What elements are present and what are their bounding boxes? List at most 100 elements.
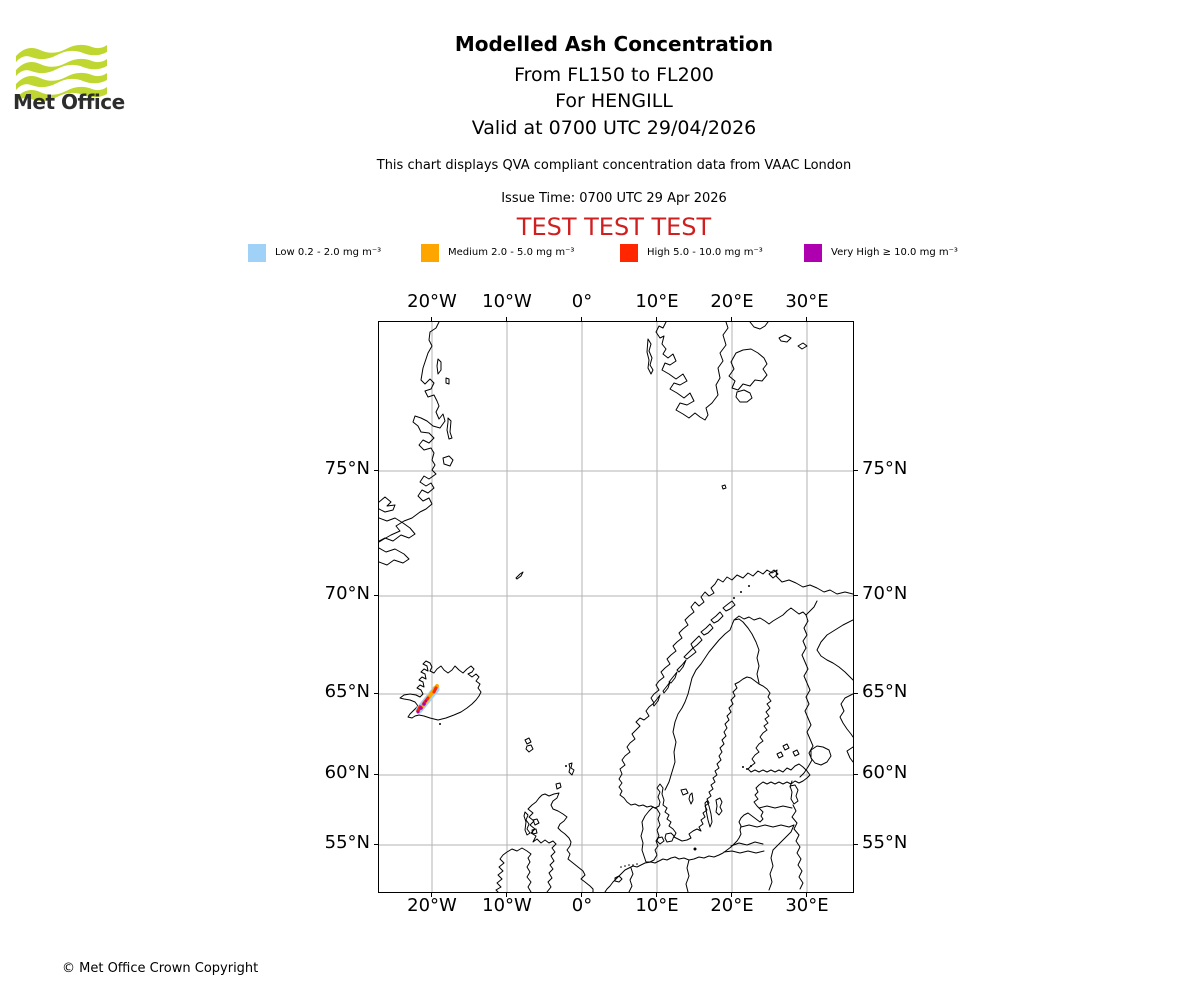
coast-shetland bbox=[568, 762, 575, 776]
coast-great-britain bbox=[527, 792, 594, 892]
legend-label-very-high: Very High ≥ 10.0 mg m⁻³ bbox=[831, 247, 958, 258]
lon-tick-mark-bottom bbox=[731, 893, 732, 897]
coast-white-sea bbox=[839, 693, 853, 738]
met-office-logo bbox=[16, 44, 107, 102]
coast-iceland bbox=[399, 660, 482, 721]
lat-tick-mark-left bbox=[374, 844, 378, 845]
lake-onega bbox=[846, 746, 853, 763]
lon-tick-label-top: 30°E bbox=[785, 291, 829, 312]
coast-skye bbox=[532, 818, 540, 826]
border-lithuania-belarus bbox=[772, 824, 795, 851]
lat-tick-mark-left bbox=[374, 774, 378, 775]
ash-dot-#ae00ae bbox=[424, 699, 428, 703]
coast-fyn bbox=[656, 836, 665, 845]
copyright-notice: © Met Office Crown Copyright bbox=[62, 961, 259, 976]
turku-archipelago bbox=[742, 766, 744, 768]
lon-tick-label-bottom: 10°E bbox=[635, 895, 679, 916]
border-latvia-lithuania bbox=[740, 824, 795, 828]
lon-tick-mark-top bbox=[806, 317, 807, 321]
coast-kandalaksha bbox=[816, 619, 853, 681]
lat-tick-mark-left bbox=[374, 470, 378, 471]
coast-oland bbox=[704, 800, 713, 828]
legend-item-low: Low 0.2 - 2.0 mg m⁻³ bbox=[248, 244, 381, 262]
lat-tick-mark-right bbox=[854, 693, 858, 694]
lon-tick-label-bottom: 10°W bbox=[482, 895, 532, 916]
graticule-grid bbox=[379, 322, 853, 892]
lon-tick-label-bottom: 30°E bbox=[785, 895, 829, 916]
lake-vanern bbox=[680, 788, 689, 796]
lat-tick-mark-right bbox=[854, 595, 858, 596]
lon-tick-mark-bottom bbox=[581, 893, 582, 897]
legend-swatch-high bbox=[620, 244, 638, 262]
ash-dot-#ae00ae bbox=[419, 706, 423, 710]
lon-tick-label-top: 10°W bbox=[482, 291, 532, 312]
valid-time-subtitle: Valid at 0700 UTC 29/04/2026 bbox=[471, 117, 757, 139]
legend-swatch-low bbox=[248, 244, 266, 262]
border-poland-belarus bbox=[768, 849, 774, 891]
legend-label-high: High 5.0 - 10.0 mg m⁻³ bbox=[647, 247, 763, 258]
coast-norway-islands bbox=[662, 681, 671, 694]
wadden-island bbox=[632, 864, 634, 866]
lake-vattern bbox=[688, 792, 694, 805]
coast-greenland-fjords bbox=[379, 496, 396, 513]
coast-svalbard-north bbox=[749, 322, 769, 330]
coast-faroes bbox=[525, 744, 534, 753]
coast-faroes bbox=[524, 737, 532, 745]
lat-tick-label-right: 65°N bbox=[862, 681, 908, 702]
border-lithuania-kaliningrad bbox=[730, 841, 764, 847]
flight-level-subtitle: From FL150 to FL200 bbox=[514, 64, 714, 86]
ash-concentration-plume bbox=[415, 684, 440, 714]
lat-tick-label-left: 55°N bbox=[324, 832, 370, 853]
lon-tick-mark-top bbox=[581, 317, 582, 321]
lon-tick-mark-bottom bbox=[431, 893, 432, 897]
coast-bear-island bbox=[721, 484, 727, 490]
coast-vesteralen bbox=[690, 635, 703, 649]
lon-tick-label-bottom: 0° bbox=[571, 895, 593, 916]
coast-greenland bbox=[379, 322, 446, 543]
coastlines bbox=[379, 322, 853, 892]
coast-kvitoya bbox=[778, 334, 792, 343]
coast-norway-islet bbox=[748, 585, 750, 587]
border-finland-russia bbox=[799, 614, 814, 778]
coast-greenland-fjords bbox=[379, 547, 410, 566]
coast-greenland-island bbox=[442, 455, 454, 467]
lake-peipus bbox=[789, 784, 799, 805]
lat-tick-label-right: 55°N bbox=[862, 832, 908, 853]
lon-tick-label-bottom: 20°W bbox=[407, 895, 457, 916]
coast-vesteralen bbox=[683, 647, 697, 660]
lat-tick-label-left: 65°N bbox=[324, 681, 370, 702]
lat-tick-label-left: 75°N bbox=[324, 458, 370, 479]
lon-tick-mark-top bbox=[506, 317, 507, 321]
legend-item-very-high: Very High ≥ 10.0 mg m⁻³ bbox=[804, 244, 958, 262]
border-germany-poland bbox=[685, 859, 690, 892]
coast-jan-mayen bbox=[515, 571, 524, 580]
lat-tick-mark-left bbox=[374, 693, 378, 694]
issue-time: Issue Time: 0700 UTC 29 Apr 2026 bbox=[501, 191, 727, 206]
border-estonia-latvia bbox=[758, 805, 793, 809]
lake-ladoga bbox=[810, 745, 832, 766]
coast-ireland bbox=[495, 847, 532, 892]
lat-tick-label-right: 60°N bbox=[862, 762, 908, 783]
lon-tick-label-bottom: 20°E bbox=[710, 895, 754, 916]
finnish-lake bbox=[776, 751, 784, 759]
lat-tick-mark-right bbox=[854, 470, 858, 471]
coast-senja bbox=[700, 623, 714, 636]
lon-tick-label-top: 20°E bbox=[710, 291, 754, 312]
lake-ijsselmeer bbox=[614, 875, 623, 883]
border-poland-kaliningrad bbox=[723, 850, 765, 854]
logo-waves-icon bbox=[16, 44, 107, 102]
legend-label-low: Low 0.2 - 2.0 mg m⁻³ bbox=[275, 247, 382, 258]
coast-mull bbox=[531, 828, 538, 835]
lat-tick-label-left: 70°N bbox=[324, 583, 370, 604]
coast-zealand bbox=[664, 832, 675, 843]
lat-tick-label-right: 70°N bbox=[862, 583, 908, 604]
lat-tick-mark-left bbox=[374, 595, 378, 596]
qva-compliance-note: This chart displays QVA compliant concen… bbox=[376, 158, 852, 173]
coast-mageroya bbox=[768, 569, 779, 579]
wadden-island bbox=[624, 865, 626, 867]
border-russia-baltics bbox=[791, 804, 804, 890]
lon-tick-label-top: 10°E bbox=[635, 291, 679, 312]
coast-nordaustlandet bbox=[728, 348, 768, 391]
lat-tick-label-left: 60°N bbox=[324, 762, 370, 783]
test-banner: TEST TEST TEST bbox=[516, 213, 712, 241]
